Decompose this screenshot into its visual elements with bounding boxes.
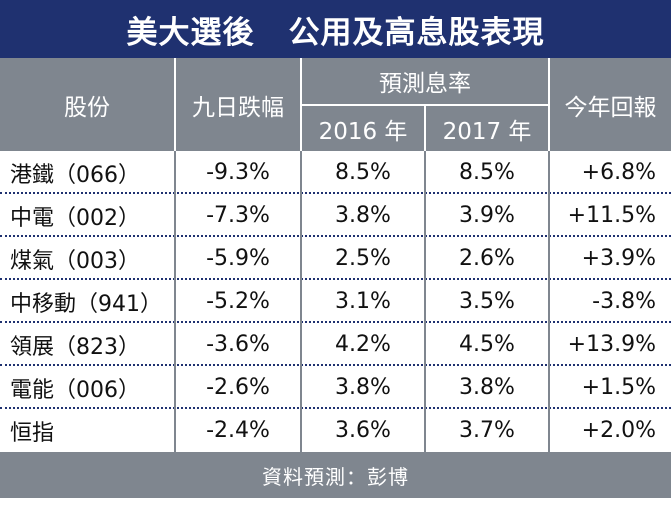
- nine-day-drop: -7.3%: [206, 203, 270, 228]
- nine-day-drop: -5.2%: [206, 289, 270, 314]
- row-separator: [0, 407, 671, 409]
- ytd-return: +13.9%: [567, 332, 656, 357]
- ytd-return: +2.0%: [581, 418, 656, 443]
- header-divider: [174, 58, 176, 151]
- column-divider: [174, 151, 176, 452]
- yield-2016: 3.8%: [335, 203, 391, 228]
- ytd-return: -3.8%: [592, 289, 656, 314]
- table-row: 電能（006） -2.6% 3.8% 3.8% +1.5%: [0, 366, 671, 409]
- stock-name: 電能（006）: [10, 377, 140, 403]
- title-bar: 美大選後 公用及高息股表現: [0, 0, 671, 58]
- row-separator: [0, 364, 671, 366]
- yield-2017: 3.8%: [459, 375, 515, 400]
- yield-2016: 3.1%: [335, 289, 391, 314]
- row-separator: [0, 278, 671, 280]
- stock-name: 恒指: [10, 420, 55, 446]
- header-forecast-yield: 預測息率: [379, 71, 471, 97]
- row-separator: [0, 235, 671, 237]
- source-footer: 資料預測：彭博: [0, 452, 671, 498]
- yield-2016: 8.5%: [335, 160, 391, 185]
- source-note: 資料預測：彭博: [262, 464, 409, 489]
- header-ytd-return: 今年回報: [564, 94, 657, 121]
- column-divider: [548, 151, 550, 452]
- stock-name: 領展（823）: [10, 334, 140, 360]
- table-row: 中移動（941） -5.2% 3.1% 3.5% -3.8%: [0, 280, 671, 323]
- column-divider: [300, 151, 302, 452]
- header-divider: [300, 104, 550, 106]
- yield-2017: 8.5%: [459, 160, 515, 185]
- ytd-return: +1.5%: [581, 375, 656, 400]
- header-nine-day-drop: 九日跌幅: [192, 94, 284, 121]
- table-header: 股份 九日跌幅 預測息率 2016 年 2017 年 今年回報: [0, 58, 671, 151]
- yield-2016: 3.8%: [335, 375, 391, 400]
- row-separator: [0, 321, 671, 323]
- table-row: 煤氣（003） -5.9% 2.5% 2.6% +3.9%: [0, 237, 671, 280]
- table-row: 恒指 -2.4% 3.6% 3.7% +2.0%: [0, 409, 671, 452]
- table-row: 領展（823） -3.6% 4.2% 4.5% +13.9%: [0, 323, 671, 366]
- stock-name: 中電（002）: [10, 205, 140, 231]
- ytd-return: +11.5%: [567, 203, 656, 228]
- table-body: 港鐵（066） -9.3% 8.5% 8.5% +6.8% 中電（002） -7…: [0, 151, 671, 452]
- table-row: 港鐵（066） -9.3% 8.5% 8.5% +6.8%: [0, 151, 671, 194]
- row-separator: [0, 192, 671, 194]
- header-year-2016: 2016 年: [318, 118, 408, 145]
- title-part-2: 公用及高息股表現: [288, 14, 545, 51]
- ytd-return: +6.8%: [581, 160, 656, 185]
- header-year-2017: 2017 年: [442, 118, 532, 145]
- yield-2016: 3.6%: [335, 418, 391, 443]
- stock-name: 煤氣（003）: [10, 248, 140, 274]
- yield-2017: 3.9%: [459, 203, 515, 228]
- yield-2016: 2.5%: [335, 246, 391, 271]
- stock-name: 中移動（941）: [10, 291, 162, 317]
- title-part-1: 美大選後: [126, 14, 255, 51]
- header-stock: 股份: [64, 94, 110, 121]
- nine-day-drop: -5.9%: [206, 246, 270, 271]
- header-divider: [424, 104, 426, 151]
- yield-2016: 4.2%: [335, 332, 391, 357]
- stock-name: 港鐵（066）: [10, 162, 140, 188]
- table-row: 中電（002） -7.3% 3.8% 3.9% +11.5%: [0, 194, 671, 237]
- nine-day-drop: -3.6%: [206, 332, 270, 357]
- nine-day-drop: -2.6%: [206, 375, 270, 400]
- yield-2017: 4.5%: [459, 332, 515, 357]
- yield-2017: 3.7%: [459, 418, 515, 443]
- column-divider: [424, 151, 426, 452]
- nine-day-drop: -9.3%: [206, 160, 270, 185]
- yield-2017: 2.6%: [459, 246, 515, 271]
- nine-day-drop: -2.4%: [206, 418, 270, 443]
- yield-2017: 3.5%: [459, 289, 515, 314]
- ytd-return: +3.9%: [581, 246, 656, 271]
